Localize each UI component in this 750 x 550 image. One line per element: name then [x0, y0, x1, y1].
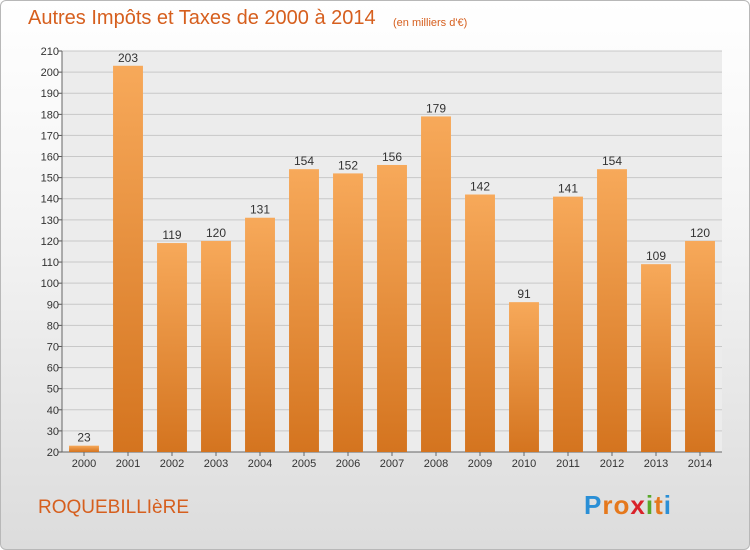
y-tick-label: 50 [47, 384, 59, 396]
x-tick-label: 2008 [424, 458, 448, 470]
logo-letter: r [602, 490, 614, 520]
bar-2000 [69, 445, 99, 452]
x-tick-label: 2001 [116, 458, 140, 470]
y-tick-label: 120 [41, 236, 59, 248]
y-tick-label: 100 [41, 278, 59, 290]
y-tick-label: 210 [41, 46, 59, 58]
x-tick-label: 2004 [248, 458, 272, 470]
y-tick-label: 200 [41, 67, 59, 79]
logo-letter: i [645, 490, 655, 520]
value-label: 109 [646, 249, 666, 263]
y-tick-label: 130 [41, 215, 59, 227]
commune-name: ROQUEBILLIèRE [38, 497, 189, 518]
y-tick-label: 60 [47, 363, 59, 375]
bar-2003 [201, 240, 231, 452]
bar-2004 [245, 217, 275, 452]
x-tick-label: 2011 [556, 458, 580, 470]
bar-2006 [333, 173, 363, 452]
x-tick-label: 2005 [292, 458, 316, 470]
value-label: 203 [118, 51, 138, 65]
bar-2008 [421, 116, 451, 452]
bar-2014 [685, 240, 715, 452]
value-label: 179 [426, 101, 446, 115]
value-label: 152 [338, 158, 358, 172]
y-tick-label: 150 [41, 173, 59, 185]
y-tick-label: 110 [41, 257, 59, 269]
x-tick-label: 2000 [72, 458, 96, 470]
value-label: 120 [690, 226, 710, 240]
x-tick-label: 2009 [468, 458, 492, 470]
x-tick-label: 2002 [160, 458, 184, 470]
value-label: 91 [517, 287, 531, 301]
logo-letter: P [584, 490, 603, 520]
bar-2013 [641, 264, 671, 452]
logo-letter: o [613, 490, 631, 520]
logo-letter: i [663, 490, 672, 520]
bar-2010 [509, 302, 539, 452]
y-tick-label: 20 [47, 447, 59, 459]
value-label: 131 [250, 203, 270, 217]
bar-2012 [597, 169, 627, 453]
logo-letter: t [654, 490, 664, 520]
y-tick-label: 80 [47, 320, 59, 332]
y-tick-label: 140 [41, 194, 59, 206]
chart-title: Autres Impôts et Taxes de 2000 à 2014 [28, 7, 376, 29]
bar-2007 [377, 164, 407, 452]
bar-2005 [289, 169, 319, 453]
x-tick-label: 2010 [512, 458, 536, 470]
value-label: 142 [470, 180, 490, 194]
chart-subtitle: (en milliers d'€) [393, 17, 468, 29]
x-tick-label: 2013 [644, 458, 668, 470]
y-tick-label: 40 [47, 405, 59, 417]
logo-letter: x [630, 490, 646, 520]
value-label: 119 [162, 228, 181, 242]
value-label: 154 [294, 154, 314, 168]
value-label: 120 [206, 226, 226, 240]
y-tick-label: 190 [41, 88, 59, 100]
y-tick-label: 180 [41, 109, 59, 121]
value-label: 23 [77, 431, 91, 445]
proxiti-logo[interactable]: Proxiti [584, 490, 672, 521]
y-tick-label: 170 [41, 130, 59, 142]
bar-2009 [465, 194, 495, 452]
x-tick-label: 2012 [600, 458, 624, 470]
y-tick-label: 160 [41, 152, 59, 164]
value-label: 156 [382, 150, 402, 164]
bar-2011 [553, 196, 583, 452]
bar-2002 [157, 243, 187, 452]
x-tick-label: 2006 [336, 458, 360, 470]
value-label: 141 [558, 182, 578, 196]
y-tick-label: 30 [47, 426, 59, 438]
value-label: 154 [602, 154, 622, 168]
y-tick-label: 70 [47, 341, 59, 353]
x-tick-label: 2007 [380, 458, 404, 470]
y-tick-label: 90 [47, 299, 59, 311]
x-tick-label: 2003 [204, 458, 228, 470]
bar-2001 [113, 65, 143, 452]
x-tick-label: 2014 [688, 458, 712, 470]
